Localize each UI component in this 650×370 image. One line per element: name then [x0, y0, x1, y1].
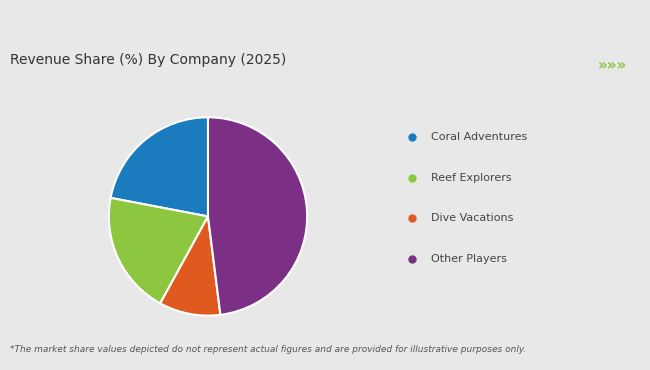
Text: *The market share values depicted do not represent actual figures and are provid: *The market share values depicted do not… — [10, 345, 526, 354]
Wedge shape — [111, 117, 208, 216]
Wedge shape — [208, 117, 307, 315]
Text: Revenue Share (%) By Company (2025): Revenue Share (%) By Company (2025) — [10, 53, 286, 67]
Text: Dive Vacations: Dive Vacations — [431, 213, 514, 223]
Text: Coral Adventures: Coral Adventures — [431, 132, 527, 142]
Wedge shape — [109, 198, 208, 303]
Text: Reef Explorers: Reef Explorers — [431, 172, 512, 183]
Text: Other Players: Other Players — [431, 254, 507, 264]
Text: »»»: »»» — [598, 58, 627, 73]
Wedge shape — [161, 216, 220, 316]
